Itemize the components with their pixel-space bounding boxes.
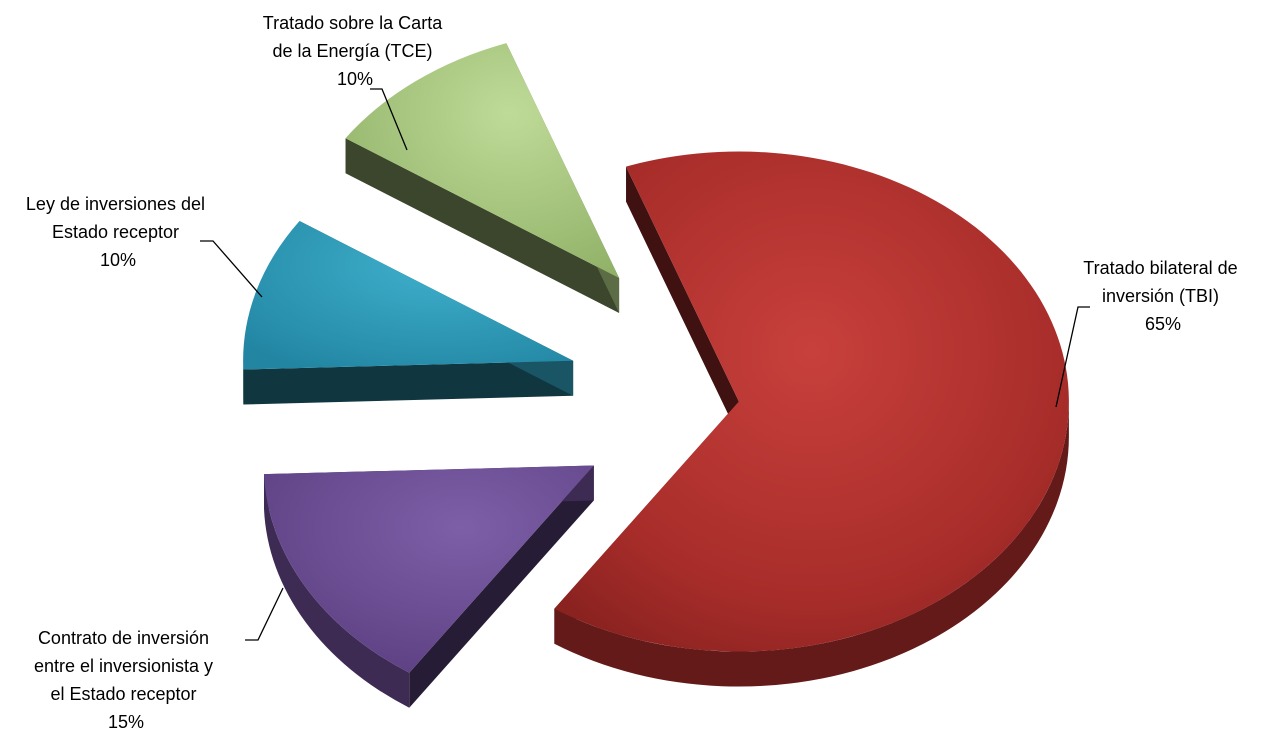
slice-ley (243, 221, 574, 405)
leader-line-tce (370, 88, 408, 151)
slice-contrato-rim (264, 474, 410, 708)
leader-line-contrato (245, 587, 284, 641)
label-contrato: Contrato de inversión entre el inversion… (34, 628, 218, 732)
label-ley: Ley de inversiones del Estado receptor 1… (26, 194, 210, 270)
slice-contrato-wall (409, 465, 594, 708)
slice-ley-wall (243, 360, 574, 405)
slice-tbi (554, 151, 1069, 687)
slice-contrato-top (264, 465, 594, 673)
slice-tbi-top (554, 151, 1069, 652)
slice-tce (345, 43, 620, 314)
leader-line-ley (200, 240, 263, 298)
label-tbi: Tratado bilateral de inversión (TBI) 65% (1083, 258, 1242, 334)
leader-line-tbi (1055, 306, 1090, 408)
slice-tbi-wall (626, 166, 739, 437)
slice-tce-wall (345, 138, 620, 314)
slice-tce-top (345, 43, 620, 279)
slice-ley-top (243, 221, 574, 370)
slice-contrato (264, 465, 594, 708)
slice-tbi-rim (554, 401, 1069, 687)
label-tce: Tratado sobre la Carta de la Energía (TC… (263, 13, 447, 89)
